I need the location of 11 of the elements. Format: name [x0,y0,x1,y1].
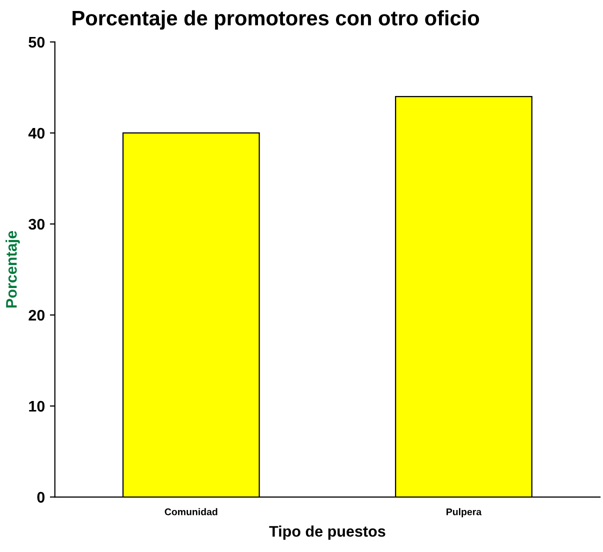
y-axis-title: Porcentaje [6,230,20,308]
y-tick-label: 40 [28,128,45,139]
y-tick-label: 50 [28,36,45,48]
y-tick-label: 30 [28,218,45,230]
x-axis-title: Tipo de puestos [269,526,386,540]
x-tick-label: Comunidad [164,508,218,516]
chart-title: Porcentaje de promotores con otro oficio [72,10,480,30]
y-tick-label: 20 [28,310,45,321]
x-tick-label: Pulpera [446,508,482,518]
y-tick-label: 0 [37,492,45,503]
y-tick-label: 10 [29,400,45,412]
